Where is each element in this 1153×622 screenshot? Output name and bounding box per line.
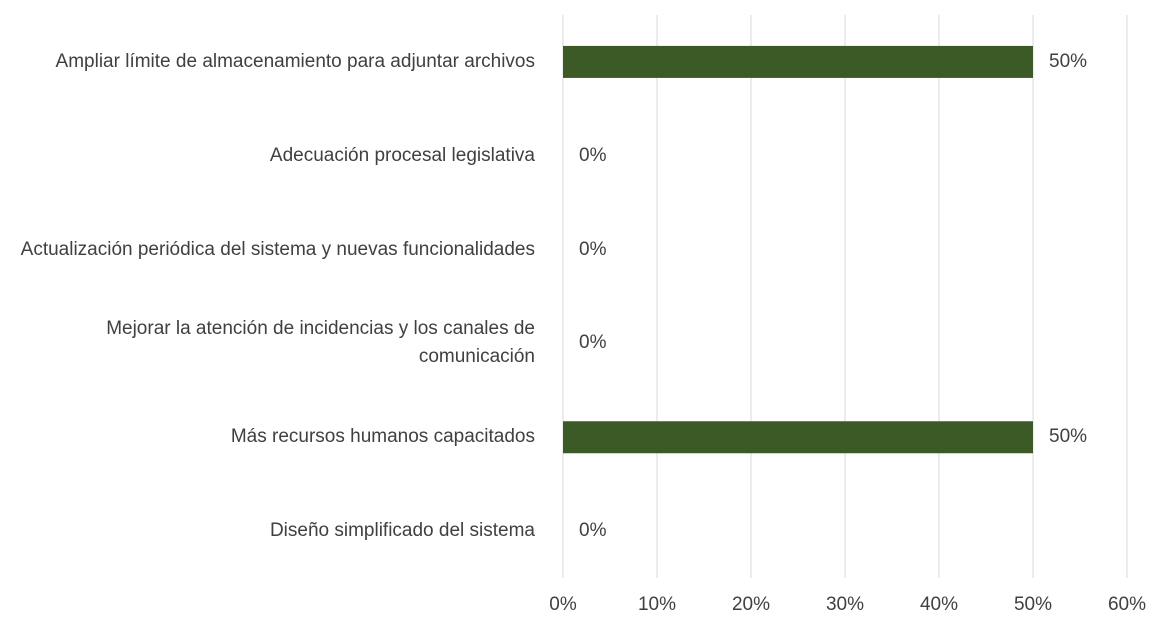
data-label: 0% [579,144,607,166]
x-tick-label: 0% [549,594,577,615]
x-tick-label: 20% [731,594,771,615]
data-label: 0% [579,238,607,260]
bar [563,421,1033,454]
x-tick-label: 30% [825,594,865,615]
x-tick-label: 10% [637,594,677,615]
y-tick-label: Más recursos humanos capacitados [230,426,535,448]
data-label: 0% [579,332,607,354]
bar [563,45,1033,78]
data-label: 50% [1049,50,1088,72]
y-tick-label: Mejorar la atención de incidencias y los… [106,318,535,368]
y-tick-label: Diseño simplificado del sistema [269,520,535,542]
y-tick-label: Ampliar límite de almacenamiento para ad… [55,50,535,72]
data-label: 0% [579,520,607,542]
y-tick-label: Adecuación procesal legislativa [269,144,535,166]
x-tick-label: 50% [1013,594,1053,615]
y-tick-label: Actualización periódica del sistema y nu… [20,238,535,260]
x-tick-label: 60% [1107,594,1147,615]
data-label: 50% [1049,426,1088,448]
x-tick-label: 40% [919,594,959,615]
